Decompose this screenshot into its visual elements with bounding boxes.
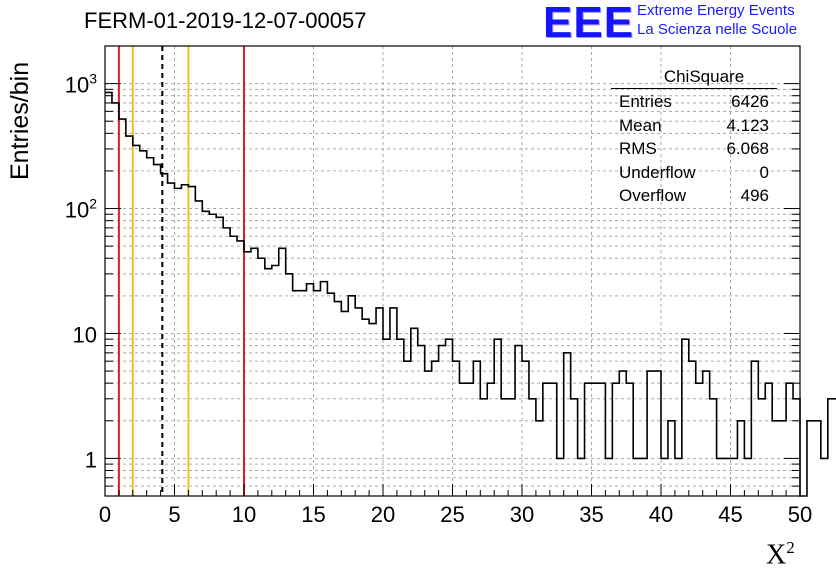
stats-value: 6.068 [726, 139, 769, 158]
run-title: FERM-01-2019-12-07-00057 [84, 8, 367, 33]
stats-value: 496 [740, 186, 769, 205]
x-tick-label: 15 [301, 502, 325, 527]
stats-value: 0 [759, 162, 769, 182]
stats-label: Entries [619, 92, 672, 111]
stats-value: 6426 [731, 92, 769, 111]
logo-caption-line2: La Scienza nelle Scuole [637, 21, 798, 38]
y-tick-label: 102 [65, 196, 97, 223]
eee-logo: EEE [543, 0, 635, 47]
x-axis-label: X2 [766, 538, 795, 571]
y-tick-label: 10 [73, 322, 97, 347]
y-tick-label: 103 [65, 71, 97, 98]
x-tick-label: 10 [232, 502, 256, 527]
stats-value: 4.123 [726, 115, 769, 135]
stats-label: Overflow [619, 186, 687, 205]
stats-row-entries: Entries 6426 [611, 92, 777, 116]
x-tick-label: 35 [579, 502, 603, 527]
logo-caption-line1: Extreme Energy Events [637, 2, 795, 19]
stats-row-rms: RMS 6.068 [611, 139, 777, 163]
stats-row-overflow: Overflow 496 [611, 186, 777, 210]
stats-row-underflow: Underflow 0 [611, 163, 777, 187]
y-tick-label: 1 [85, 447, 97, 472]
x-axis-label-superscript: 2 [786, 538, 795, 557]
x-tick-label: 45 [718, 502, 742, 527]
x-tick-label: 30 [510, 502, 534, 527]
x-axis-label-base: X [766, 539, 787, 571]
x-tick-label: 25 [440, 502, 464, 527]
stats-box: ChiSquare Entries 6426 Mean 4.123 RMS 6.068… [611, 67, 777, 210]
histogram-outline [105, 91, 836, 497]
x-tick-label: 50 [788, 502, 812, 527]
stats-label: RMS [619, 139, 657, 158]
stats-label: Mean [619, 115, 662, 135]
stats-title: ChiSquare [611, 67, 777, 89]
y-axis-label: Entries/bin [6, 61, 34, 180]
stats-row-mean: Mean 4.123 [611, 116, 777, 140]
x-tick-label: 40 [649, 502, 673, 527]
x-tick-label: 0 [99, 502, 111, 527]
stats-label: Underflow [619, 162, 696, 182]
x-tick-label: 5 [168, 502, 180, 527]
x-tick-label: 20 [371, 502, 395, 527]
